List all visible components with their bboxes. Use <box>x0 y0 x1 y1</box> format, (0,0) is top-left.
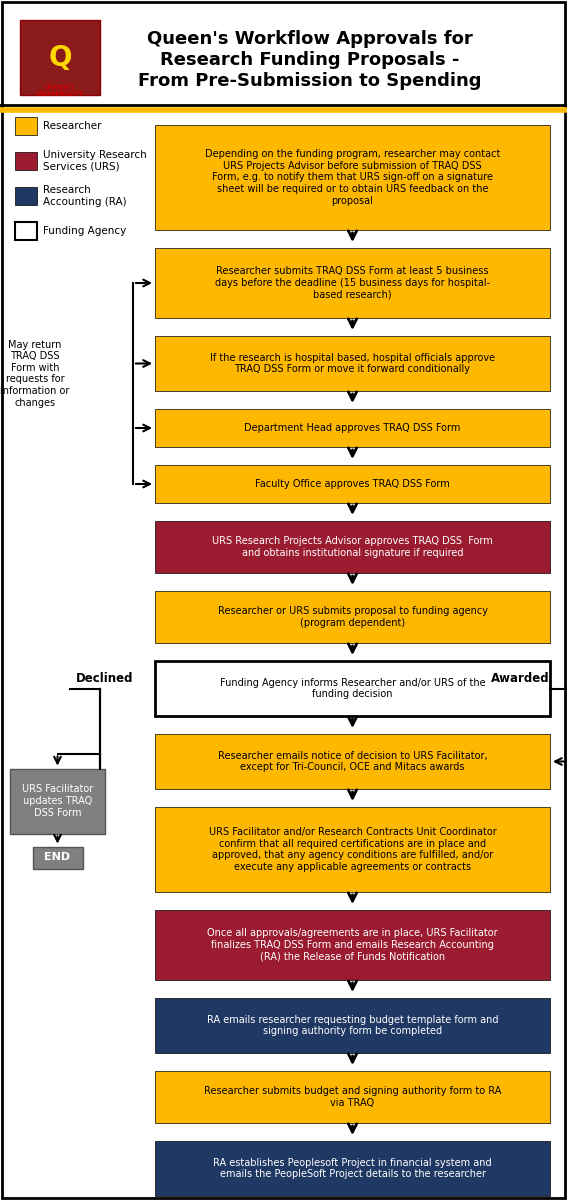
FancyBboxPatch shape <box>155 734 550 790</box>
Text: Once all approvals/agreements are in place, URS Facilitator
finalizes TRAQ DSS F: Once all approvals/agreements are in pla… <box>207 929 498 961</box>
Text: Awarded: Awarded <box>490 672 549 685</box>
Text: END: END <box>44 852 70 863</box>
Bar <box>15 222 37 240</box>
FancyBboxPatch shape <box>155 336 550 391</box>
FancyBboxPatch shape <box>155 661 550 716</box>
Text: Depending on the funding program, researcher may contact
URS Projects Advisor be: Depending on the funding program, resear… <box>205 149 500 205</box>
Text: Q: Q <box>48 44 72 72</box>
Text: Researcher submits budget and signing authority form to RA
via TRAQ: Researcher submits budget and signing au… <box>204 1086 501 1108</box>
Bar <box>15 187 37 205</box>
Text: URS Facilitator
updates TRAQ
DSS Form: URS Facilitator updates TRAQ DSS Form <box>22 785 93 817</box>
FancyBboxPatch shape <box>155 1070 550 1123</box>
Text: Declined: Declined <box>76 672 134 685</box>
Bar <box>15 116 37 134</box>
Text: RA emails researcher requesting budget template form and
signing authority form : RA emails researcher requesting budget t… <box>207 1015 498 1037</box>
Text: Department Head approves TRAQ DSS Form: Department Head approves TRAQ DSS Form <box>244 422 460 433</box>
FancyBboxPatch shape <box>155 1141 550 1196</box>
FancyBboxPatch shape <box>155 409 550 446</box>
FancyBboxPatch shape <box>155 125 550 230</box>
Text: Researcher emails notice of decision to URS Facilitator,
except for Tri-Council,: Researcher emails notice of decision to … <box>218 751 487 773</box>
Text: URS Facilitator and/or Research Contracts Unit Coordinator
confirm that all requ: URS Facilitator and/or Research Contract… <box>209 827 496 872</box>
Bar <box>15 152 37 170</box>
FancyBboxPatch shape <box>155 806 550 892</box>
Text: Faculty Office approves TRAQ DSS Form: Faculty Office approves TRAQ DSS Form <box>255 479 450 490</box>
Bar <box>10 768 105 834</box>
FancyBboxPatch shape <box>155 464 550 503</box>
Text: University Research
Services (URS): University Research Services (URS) <box>43 150 147 172</box>
Text: Researcher or URS submits proposal to funding agency
(program dependent): Researcher or URS submits proposal to fu… <box>218 606 488 628</box>
Text: May return
TRAQ DSS
Form with
requests for
information or
changes: May return TRAQ DSS Form with requests f… <box>1 340 70 408</box>
Text: Queen's
UNIVERSITY: Queen's UNIVERSITY <box>36 84 83 96</box>
Text: Funding Agency: Funding Agency <box>43 226 126 236</box>
Text: Researcher: Researcher <box>43 121 101 131</box>
Bar <box>32 846 83 869</box>
Text: Queen's Workflow Approvals for
Research Funding Proposals -
From Pre-Submission : Queen's Workflow Approvals for Research … <box>138 30 482 90</box>
FancyBboxPatch shape <box>155 910 550 980</box>
FancyBboxPatch shape <box>155 521 550 572</box>
Text: Funding Agency informs Researcher and/or URS of the
funding decision: Funding Agency informs Researcher and/or… <box>219 678 485 700</box>
Text: RA establishes Peoplesoft Project in financial system and
emails the PeopleSoft : RA establishes Peoplesoft Project in fin… <box>213 1158 492 1180</box>
FancyBboxPatch shape <box>155 590 550 643</box>
FancyBboxPatch shape <box>155 248 550 318</box>
Text: If the research is hospital based, hospital officials approve
TRAQ DSS Form or m: If the research is hospital based, hospi… <box>210 353 495 374</box>
Text: URS Research Projects Advisor approves TRAQ DSS  Form
and obtains institutional : URS Research Projects Advisor approves T… <box>212 536 493 558</box>
Text: Research
Accounting (RA): Research Accounting (RA) <box>43 185 126 206</box>
Text: Researcher submits TRAQ DSS Form at least 5 business
days before the deadline (1: Researcher submits TRAQ DSS Form at leas… <box>215 266 490 300</box>
Bar <box>20 20 100 95</box>
FancyBboxPatch shape <box>155 998 550 1054</box>
